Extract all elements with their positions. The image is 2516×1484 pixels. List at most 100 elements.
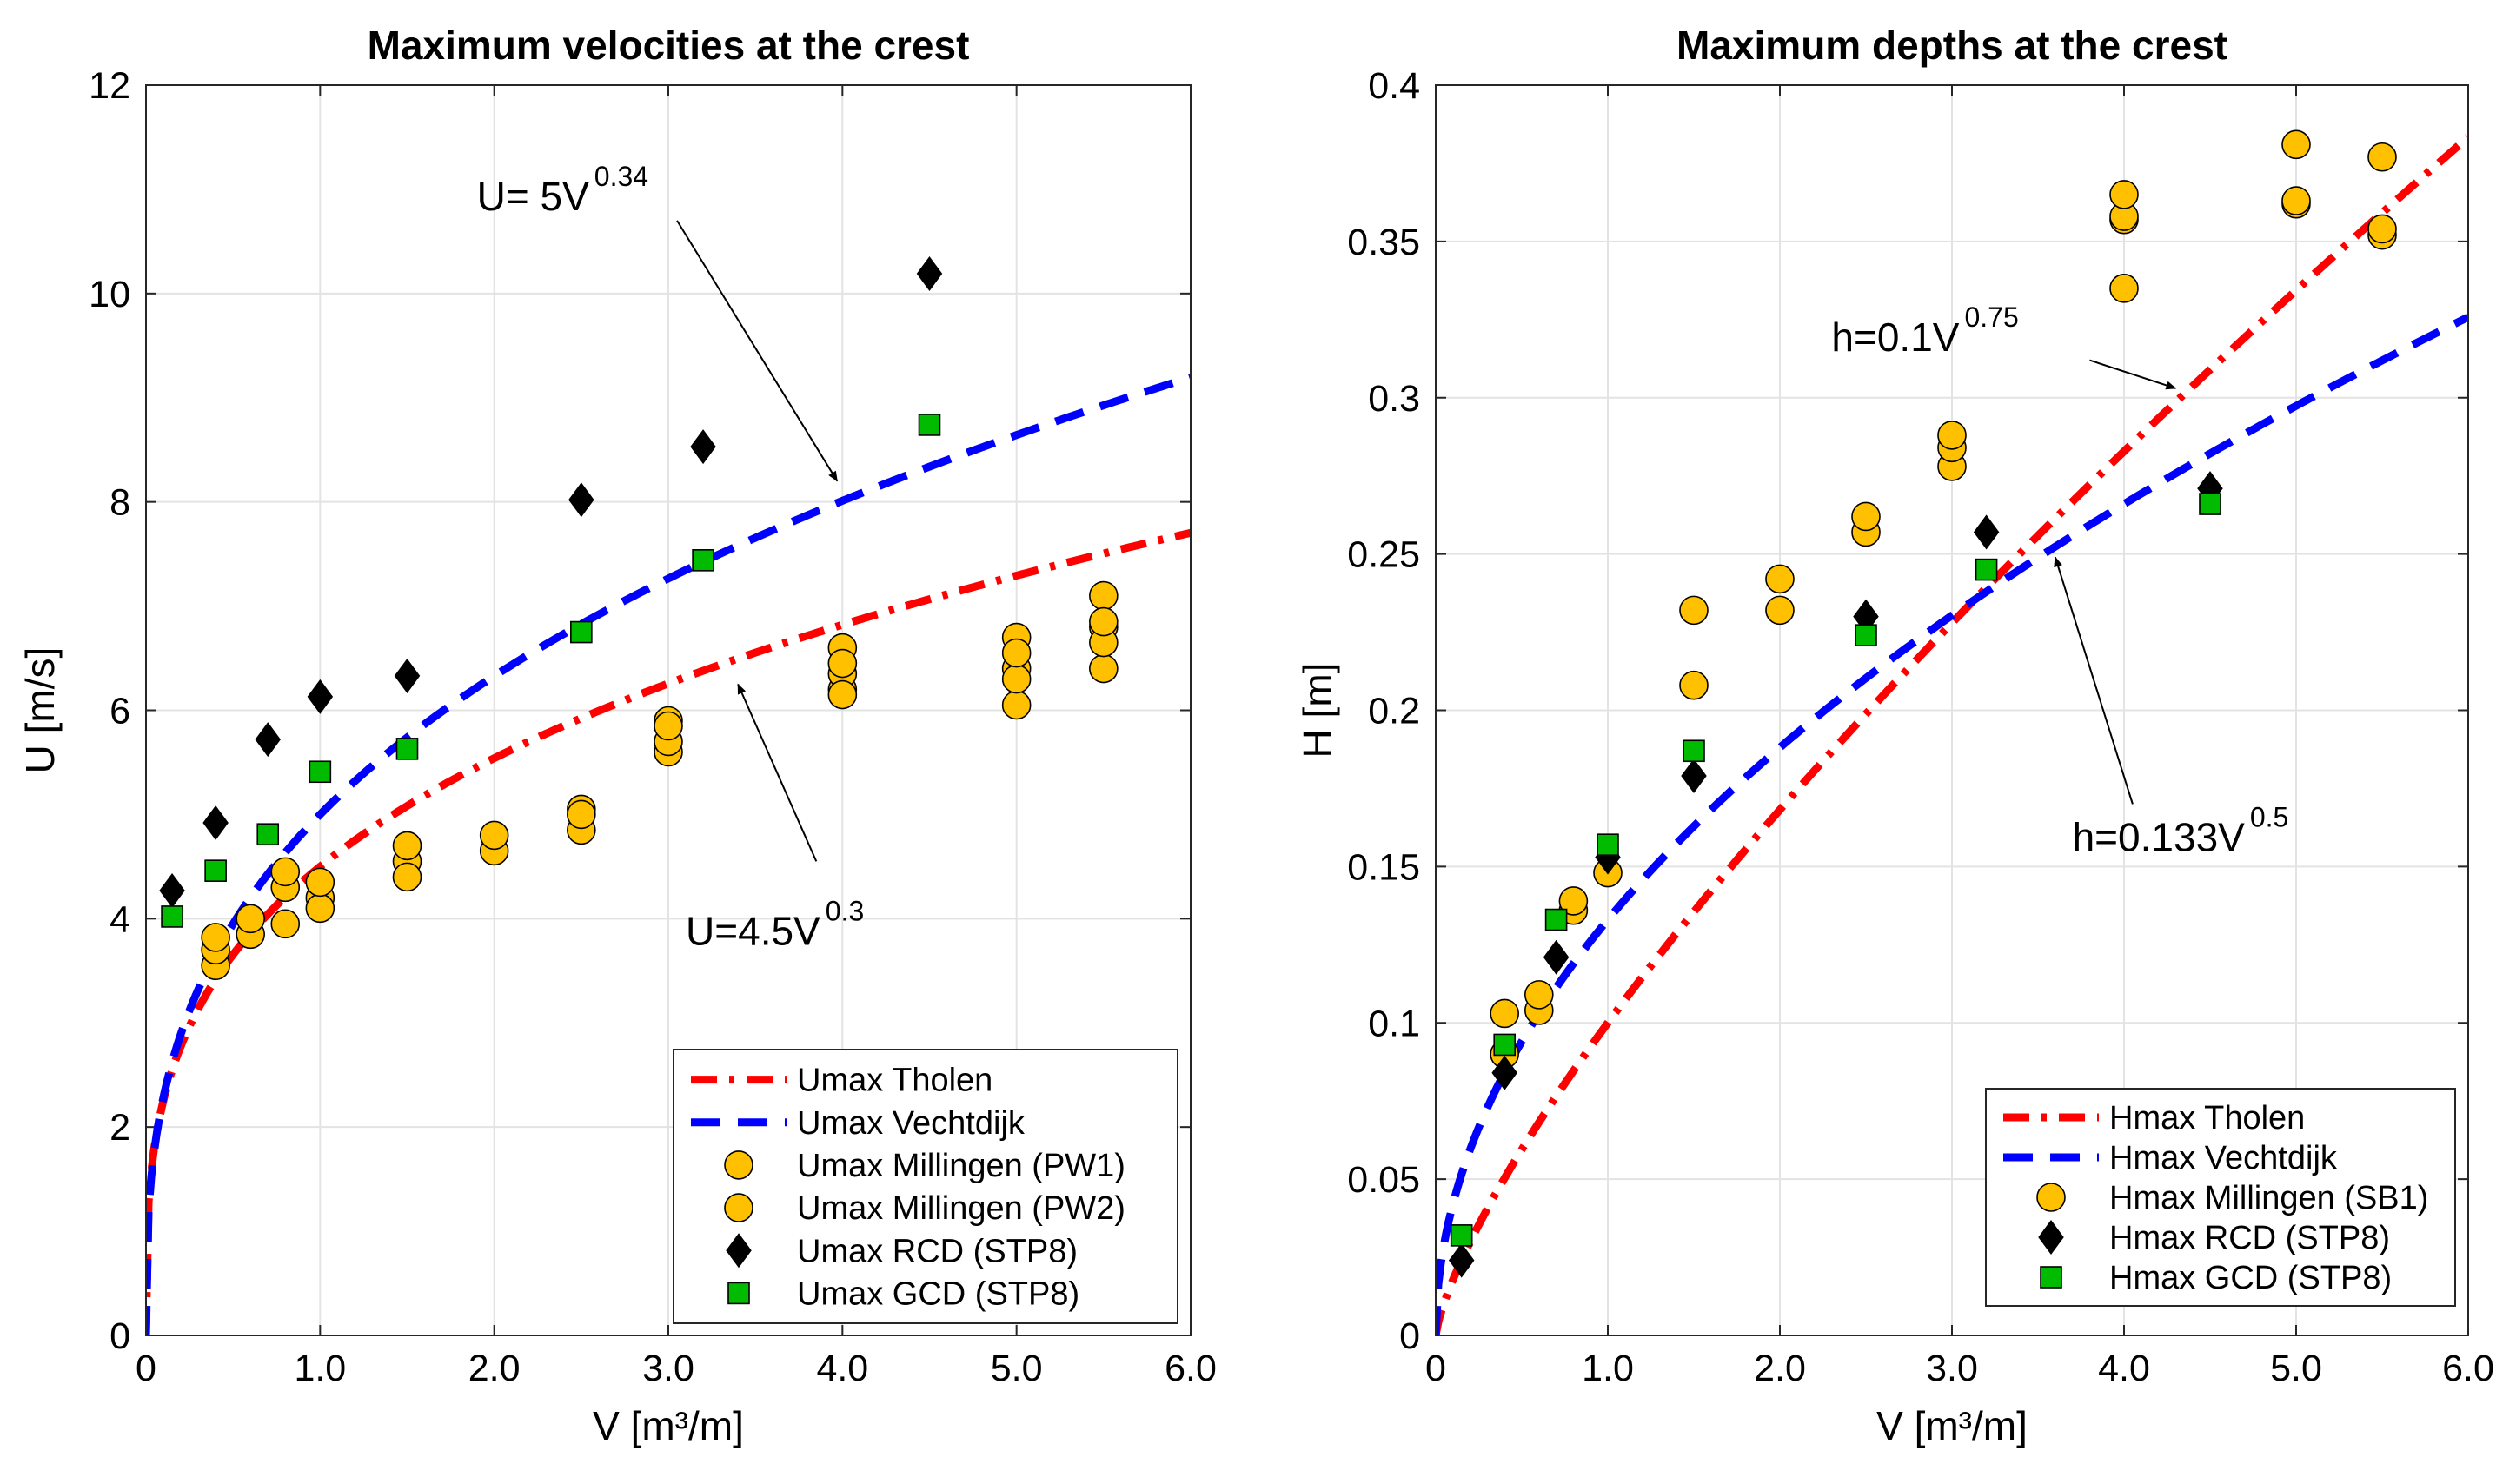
x-tick-label: 2.0 bbox=[1754, 1348, 1806, 1389]
point-umax-millingen-pw1- bbox=[1001, 690, 1032, 720]
point-hmax-millingen-sb1- bbox=[1765, 564, 1795, 594]
point-hmax-rcd-stp8- bbox=[1448, 1242, 1475, 1278]
point-umax-rcd-stp8- bbox=[307, 679, 334, 714]
point-umax-millingen-pw2- bbox=[654, 711, 683, 741]
annotation-arrow bbox=[676, 220, 839, 482]
x-tick-label: 1.0 bbox=[294, 1348, 346, 1389]
point-hmax-rcd-stp8- bbox=[1491, 1055, 1517, 1090]
y-tick-label: 0.2 bbox=[1368, 691, 1420, 732]
y-axis-label: U [m/s] bbox=[17, 647, 63, 774]
point-umax-millingen-pw2- bbox=[1001, 638, 1032, 668]
x-axis-label: V [m³/m] bbox=[593, 1403, 744, 1448]
y-tick-label: 0.1 bbox=[1368, 1003, 1420, 1044]
x-tick-label: 3.0 bbox=[1926, 1348, 1978, 1389]
point-umax-gcd-stp8- bbox=[395, 738, 419, 760]
x-tick-label: 1.0 bbox=[1582, 1348, 1634, 1389]
point-umax-rcd-stp8- bbox=[394, 658, 421, 693]
point-umax-gcd-stp8- bbox=[309, 760, 332, 784]
legend-label: Hmax Millingen (SB1) bbox=[2109, 1180, 2428, 1216]
legend-label: Umax Vechtdijk bbox=[797, 1105, 1026, 1142]
series-curve-hmax-tholen bbox=[1436, 134, 2468, 1335]
point-umax-millingen-pw1- bbox=[1089, 580, 1119, 611]
point-umax-rcd-stp8- bbox=[255, 722, 281, 758]
point-umax-millingen-pw2- bbox=[479, 820, 509, 851]
point-hmax-rcd-stp8- bbox=[1681, 759, 1707, 794]
y-tick-label: 0.35 bbox=[1347, 222, 1420, 263]
chart-title: Maximum velocities at the crest bbox=[368, 23, 970, 68]
annotation-label: U= 5V 0.34 bbox=[477, 161, 648, 219]
point-hmax-millingen-sb1- bbox=[1524, 980, 1554, 1010]
point-hmax-millingen-sb1- bbox=[2367, 142, 2397, 172]
point-hmax-gcd-stp8- bbox=[1975, 558, 1998, 581]
legend-label: Hmax RCD (STP8) bbox=[2109, 1220, 2390, 1256]
point-hmax-millingen-sb1- bbox=[1937, 421, 1967, 450]
legend-box bbox=[673, 1049, 1178, 1324]
point-umax-millingen-pw2- bbox=[827, 679, 858, 710]
point-umax-gcd-stp8- bbox=[256, 823, 280, 846]
x-tick-label: 3.0 bbox=[642, 1348, 694, 1389]
legend-label: Hmax Vechtdijk bbox=[2109, 1140, 2338, 1176]
point-umax-millingen-pw2- bbox=[392, 862, 422, 892]
point-umax-millingen-pw2- bbox=[236, 904, 266, 934]
point-umax-millingen-pw2- bbox=[392, 831, 422, 861]
axes-frame bbox=[1435, 84, 2469, 1336]
point-umax-millingen-pw1- bbox=[1089, 653, 1119, 684]
annotation-label: h=0.133V 0.5 bbox=[2073, 801, 2289, 859]
point-umax-millingen-pw2- bbox=[1001, 664, 1032, 694]
point-umax-rcd-stp8- bbox=[202, 805, 229, 841]
annotation-arrow bbox=[2089, 359, 2177, 390]
legend-label: Umax RCD (STP8) bbox=[797, 1233, 1078, 1269]
legend-label: Hmax GCD (STP8) bbox=[2109, 1260, 2392, 1296]
y-tick-label: 12 bbox=[89, 65, 130, 107]
point-hmax-gcd-stp8- bbox=[1544, 908, 1568, 931]
y-tick-label: 2 bbox=[110, 1107, 130, 1149]
y-tick-label: 0.4 bbox=[1368, 65, 1420, 107]
series-curve-umax-vechtdijk bbox=[146, 374, 1191, 1335]
velocity-chart: 0 1.0 2.0 3.0 4.0 5.0 6.0 0 2 4 6 8 10 12 U= 5V 0.34 U=4… bbox=[17, 23, 1217, 1448]
point-hmax-millingen-sb1- bbox=[2109, 180, 2139, 209]
legend-swatch bbox=[2036, 1183, 2066, 1212]
legend-swatch bbox=[724, 1193, 753, 1222]
point-umax-millingen-pw2- bbox=[827, 648, 858, 679]
x-tick-label: 6.0 bbox=[2442, 1348, 2494, 1389]
x-tick-label: 2.0 bbox=[468, 1348, 521, 1389]
y-tick-label: 0.3 bbox=[1368, 378, 1420, 420]
annotation-base: h=0.1V bbox=[1831, 315, 1959, 360]
x-tick-label: 0 bbox=[136, 1348, 156, 1389]
series-curve-umax-tholen bbox=[146, 528, 1191, 1335]
legend-swatch bbox=[2038, 1219, 2064, 1255]
point-hmax-millingen-sb1- bbox=[1558, 886, 1589, 916]
x-tick-label: 4.0 bbox=[2098, 1348, 2150, 1389]
annotation-label: h=0.1V 0.75 bbox=[1831, 301, 2018, 360]
annotation-base: U=4.5V bbox=[686, 908, 820, 953]
point-hmax-millingen-sb1- bbox=[1679, 670, 1709, 700]
point-hmax-millingen-sb1- bbox=[1765, 595, 1795, 626]
point-hmax-millingen-sb1- bbox=[2367, 214, 2397, 244]
x-tick-label: 6.0 bbox=[1165, 1348, 1217, 1389]
point-hmax-rcd-stp8- bbox=[1973, 514, 2000, 550]
x-tick-label: 5.0 bbox=[2270, 1348, 2322, 1389]
point-hmax-gcd-stp8- bbox=[1855, 624, 1877, 646]
point-umax-millingen-pw2- bbox=[567, 799, 596, 830]
y-tick-label: 0 bbox=[110, 1315, 130, 1357]
legend-label: Umax Millingen (PW2) bbox=[797, 1190, 1125, 1227]
point-umax-rcd-stp8- bbox=[568, 482, 594, 518]
legend-swatch bbox=[726, 1233, 752, 1269]
legend-label: Umax GCD (STP8) bbox=[797, 1275, 1079, 1312]
point-umax-millingen-pw2- bbox=[270, 909, 301, 939]
legend-swatch bbox=[727, 1282, 750, 1305]
y-tick-label: 6 bbox=[110, 691, 130, 732]
point-hmax-millingen-sb1- bbox=[1679, 595, 1709, 626]
point-hmax-gcd-stp8- bbox=[2199, 493, 2221, 515]
y-tick-label: 4 bbox=[110, 898, 130, 940]
point-hmax-millingen-sb1- bbox=[1851, 501, 1881, 532]
annotation-base: h=0.133V bbox=[2073, 814, 2246, 859]
legend-label: Umax Tholen bbox=[797, 1063, 992, 1099]
annotation-exponent: 0.75 bbox=[1964, 301, 2018, 333]
point-hmax-rcd-stp8- bbox=[1543, 939, 1570, 975]
point-umax-rcd-stp8- bbox=[690, 429, 716, 465]
y-axis-label: H [m] bbox=[1295, 663, 1340, 759]
point-hmax-millingen-sb1- bbox=[1490, 998, 1519, 1029]
y-tick-label: 10 bbox=[89, 274, 130, 315]
